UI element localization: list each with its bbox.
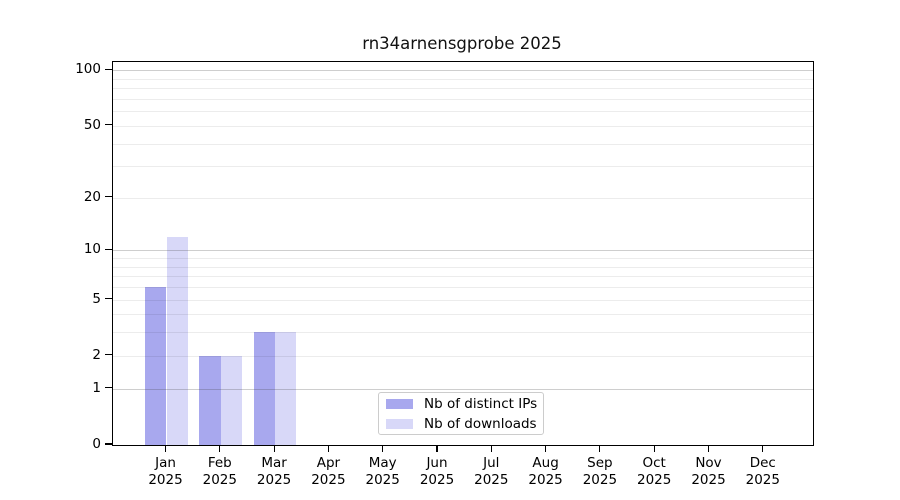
x-axis-month-label-feb: Feb 2025 — [202, 455, 237, 489]
x-axis-tick-dec — [762, 445, 764, 452]
legend-item: Nb of distinct IPs — [386, 396, 543, 412]
bar-distinct-ips-feb — [199, 355, 221, 445]
y-axis-tick-label-10: 10 — [83, 241, 101, 258]
chart-title: rn34arnensgprobe 2025 — [362, 34, 562, 53]
gridline-90 — [113, 78, 813, 80]
gridline-60 — [113, 111, 813, 113]
gridline-2 — [113, 355, 813, 357]
gridline-5 — [113, 299, 813, 301]
gridline-50 — [113, 125, 813, 127]
legend-item: Nb of downloads — [386, 416, 543, 432]
y-axis-tick-label-5: 5 — [92, 290, 101, 307]
gridline-7 — [113, 276, 813, 278]
y-axis-tick-label-1: 1 — [92, 379, 101, 396]
gridline-70 — [113, 98, 813, 100]
y-axis-tick-50 — [105, 124, 112, 126]
legend: Nb of distinct IPs Nb of downloads — [378, 392, 544, 435]
x-axis-month-label-oct: Oct 2025 — [637, 455, 672, 489]
x-axis-month-label-dec: Dec 2025 — [745, 455, 780, 489]
bar-downloads-feb — [220, 355, 243, 445]
gridline-9 — [113, 258, 813, 260]
x-axis-tick-may — [382, 445, 384, 452]
y-axis-tick-label-20: 20 — [83, 188, 101, 205]
legend-swatch-downloads-icon — [386, 418, 413, 429]
x-axis-tick-oct — [653, 445, 655, 452]
x-axis-month-label-sep: Sep 2025 — [582, 455, 618, 489]
x-axis-tick-aug — [545, 445, 547, 452]
y-axis-tick-label-100: 100 — [75, 61, 101, 78]
gridline-20 — [113, 197, 813, 199]
y-axis-tick-10 — [105, 248, 112, 250]
x-axis-tick-feb — [219, 445, 221, 452]
gridline-80 — [113, 88, 813, 90]
x-axis-month-label-aug: Aug 2025 — [528, 455, 563, 489]
y-axis-tick-label-50: 50 — [83, 116, 101, 133]
gridline-100 — [113, 70, 813, 72]
x-axis-month-label-jun: Jun 2025 — [419, 455, 455, 489]
y-axis-tick-2 — [105, 354, 112, 356]
bar-distinct-ips-mar — [253, 332, 276, 445]
gridline-40 — [113, 143, 813, 145]
x-axis-tick-mar — [273, 445, 275, 452]
x-axis-tick-jul — [490, 445, 492, 452]
x-axis-month-label-may: May 2025 — [365, 455, 400, 489]
x-axis-tick-sep — [599, 445, 601, 452]
legend-label-downloads: Nb of downloads — [424, 415, 537, 432]
bar-downloads-mar — [275, 332, 297, 445]
bars-layer — [113, 62, 813, 445]
x-axis-tick-jan — [164, 445, 167, 452]
x-axis-tick-nov — [707, 445, 710, 452]
plot-area — [112, 61, 814, 446]
bar-downloads-jan — [166, 236, 188, 445]
grid-layer — [113, 62, 813, 445]
y-axis-tick-1 — [105, 387, 112, 389]
x-axis-month-label-mar: Mar 2025 — [256, 455, 292, 489]
y-axis-tick-20 — [105, 196, 112, 198]
legend-swatch-distinct-ips-icon — [386, 398, 413, 409]
x-axis-tick-apr — [327, 445, 329, 452]
y-axis-tick-0 — [105, 443, 112, 445]
gridline-1 — [113, 388, 813, 390]
gridline-8 — [113, 266, 813, 268]
gridline-30 — [113, 166, 813, 168]
x-axis-tick-jun — [436, 445, 438, 452]
gridline-3 — [113, 332, 813, 334]
y-axis-tick-5 — [105, 297, 112, 300]
x-axis-month-label-jul: Jul 2025 — [474, 455, 509, 489]
legend-label-distinct-ips: Nb of distinct IPs — [424, 395, 538, 412]
gridline-6 — [113, 287, 813, 289]
x-axis-month-label-nov: Nov 2025 — [691, 455, 726, 489]
bar-distinct-ips-jan — [145, 287, 167, 445]
y-axis-tick-100 — [105, 68, 112, 70]
gridline-10 — [113, 250, 813, 252]
x-axis-month-label-jan: Jan 2025 — [148, 455, 183, 489]
y-axis-tick-label-2: 2 — [92, 346, 101, 363]
y-axis-tick-label-0: 0 — [92, 436, 101, 452]
x-axis-month-label-apr: Apr 2025 — [311, 455, 346, 489]
gridline-4 — [113, 314, 813, 316]
